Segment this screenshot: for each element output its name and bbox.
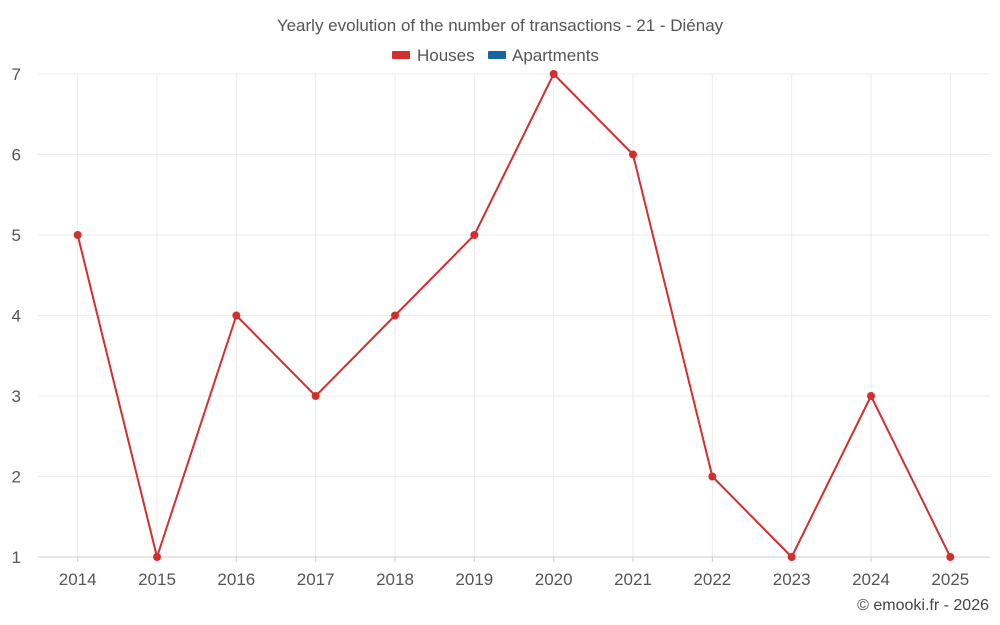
x-tick-label: 2017: [297, 570, 335, 589]
data-point[interactable]: [153, 553, 161, 561]
data-point[interactable]: [946, 553, 955, 561]
legend-label-houses: Houses: [417, 46, 475, 65]
x-tick-label: 2021: [614, 570, 652, 589]
x-tick-label: 2015: [138, 570, 176, 589]
x-tick-label: 2025: [931, 570, 969, 589]
data-point[interactable]: [629, 150, 637, 159]
data-point[interactable]: [787, 553, 796, 561]
credit-text: © emooki.fr - 2026: [857, 597, 989, 614]
data-point[interactable]: [232, 311, 241, 320]
legend-swatch-apartments: [488, 51, 506, 59]
y-tick-label: 5: [12, 226, 21, 245]
series-line-houses: [76, 73, 952, 558]
y-tick-label: 3: [12, 387, 21, 406]
legend-item-apartments[interactable]: Apartments: [488, 46, 599, 65]
series-houses: [73, 70, 955, 561]
y-tick-label: 6: [12, 146, 21, 165]
y-tick-label: 7: [12, 65, 21, 84]
x-tick-label: 2019: [455, 570, 493, 589]
data-point[interactable]: [549, 70, 558, 78]
x-tick-label: 2020: [535, 570, 573, 589]
data-point[interactable]: [73, 231, 82, 239]
legend-item-houses[interactable]: Houses: [392, 46, 475, 65]
y-tick-label: 1: [12, 548, 21, 567]
legend-swatch-houses: [392, 51, 410, 59]
data-point[interactable]: [391, 311, 399, 320]
axes: 1 2 3 4 5 6 7 2014 2015 2016 2017 2018 2019 2020 2021 2…: [12, 65, 990, 589]
legend-label-apartments: Apartments: [512, 46, 599, 65]
legend: Houses Apartments: [392, 46, 599, 65]
data-point[interactable]: [708, 472, 717, 481]
data-point[interactable]: [867, 392, 875, 400]
x-tick-label: 2022: [693, 570, 731, 589]
x-tick-label: 2023: [773, 570, 811, 589]
y-tick-label: 2: [12, 468, 21, 487]
x-tick-label: 2016: [217, 570, 255, 589]
chart-title: Yearly evolution of the number of transa…: [277, 16, 724, 35]
x-tick-label: 2014: [59, 570, 97, 589]
y-tick-label: 4: [12, 307, 21, 326]
data-point[interactable]: [470, 231, 479, 239]
x-tick-label: 2024: [852, 570, 890, 589]
data-point[interactable]: [311, 392, 320, 400]
x-tick-label: 2018: [376, 570, 414, 589]
